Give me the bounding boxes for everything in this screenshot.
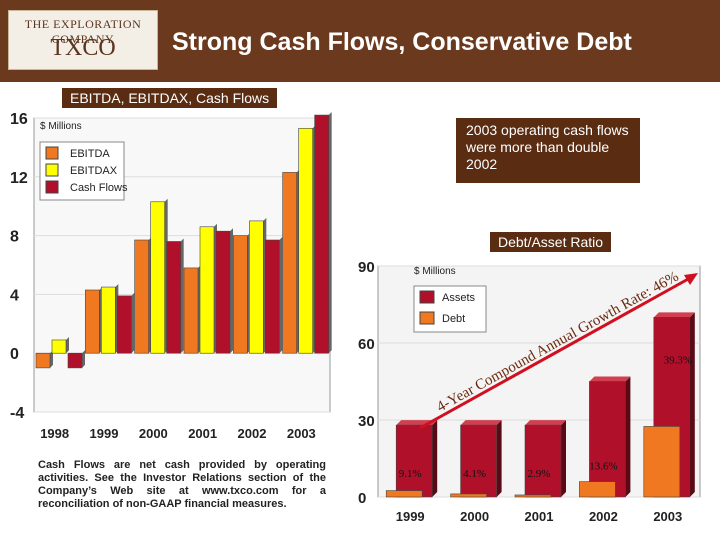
- bar-debt: [450, 493, 487, 498]
- bar-cash-flows: [215, 230, 231, 354]
- bar-cash-flows: [314, 114, 329, 354]
- bar-cash-flows: [265, 239, 280, 354]
- bar-ebitda: [85, 289, 100, 354]
- ratio-label: 9.1%: [399, 468, 422, 480]
- bar-side: [50, 350, 53, 368]
- growth-arrowhead: [684, 273, 698, 285]
- legend-swatch: [45, 163, 59, 177]
- bar-top: [460, 420, 502, 426]
- legend-swatch: [45, 180, 59, 194]
- logo-mark: TXCO: [50, 35, 116, 61]
- unit-label: $ Millions: [414, 266, 456, 277]
- bar-top: [525, 420, 566, 426]
- bar-side: [180, 238, 184, 354]
- bar-debt: [643, 426, 681, 498]
- ratio-chart-label: Debt/Asset Ratio: [490, 232, 612, 252]
- y-tick-label: 90: [358, 259, 375, 276]
- bar-assets: [460, 424, 497, 498]
- x-tick-label: 2002: [589, 509, 618, 524]
- bar-side: [496, 420, 502, 497]
- bar-ebitda: [35, 352, 51, 369]
- bar-side: [131, 292, 135, 354]
- legend-swatch: [419, 311, 435, 325]
- callout-note: 2003 operating cash flows were more than…: [456, 118, 640, 183]
- bar-side: [230, 228, 233, 354]
- bar-ebitda: [233, 235, 248, 354]
- legend-label: EBITDA: [70, 148, 110, 160]
- bar-cash-flows: [166, 241, 181, 354]
- x-tick-label: 2003: [653, 509, 682, 524]
- bar-ebitdax: [199, 226, 215, 354]
- x-tick-label: 2003: [287, 426, 316, 441]
- ratio-label: 2.9%: [528, 468, 551, 480]
- bar-ebitdax: [101, 286, 116, 354]
- y-tick-label: 60: [358, 336, 375, 353]
- bar-top: [653, 312, 695, 318]
- bar-side: [66, 336, 69, 354]
- bar-ebitdax: [150, 201, 165, 354]
- legend-swatch: [45, 146, 59, 160]
- ratio-label: 39.3%: [664, 354, 692, 366]
- bar-side: [561, 420, 566, 497]
- x-tick-label: 2000: [460, 509, 489, 524]
- bar-ebitda: [183, 267, 199, 354]
- bar-ebitdax: [298, 127, 313, 354]
- y-tick-label: 4: [10, 287, 19, 304]
- bar-assets: [395, 424, 433, 498]
- bar-ebitdax: [249, 220, 264, 354]
- legend-label: Debt: [442, 313, 465, 325]
- header-bar: THE EXPLORATION COMPANY TXCO Strong Cash…: [0, 0, 720, 82]
- bar-side: [689, 312, 695, 497]
- bar-ebitda: [282, 172, 297, 354]
- bar-side: [328, 112, 332, 354]
- unit-label: $ Millions: [40, 121, 82, 132]
- bar-assets: [589, 381, 626, 498]
- legend-swatch: [419, 290, 435, 304]
- x-tick-label: 2001: [188, 426, 217, 441]
- company-logo: THE EXPLORATION COMPANY TXCO: [8, 10, 158, 70]
- bar-side: [432, 420, 438, 497]
- x-tick-label: 2001: [525, 509, 554, 524]
- growth-arrow: [419, 276, 691, 430]
- y-tick-label: 0: [10, 346, 19, 363]
- y-tick-label: 12: [10, 170, 28, 187]
- bar-side: [82, 350, 85, 368]
- y-tick-label: 0: [358, 490, 366, 507]
- legend-label: Cash Flows: [70, 182, 128, 194]
- legend-label: EBITDAX: [70, 165, 118, 177]
- bar-ebitdax: [51, 339, 67, 354]
- y-tick-label: 30: [358, 413, 375, 430]
- x-tick-label: 1999: [396, 509, 425, 524]
- bar-side: [279, 237, 283, 354]
- bar-top: [589, 376, 631, 382]
- y-tick-label: 16: [10, 111, 28, 128]
- ratio-label: 13.6%: [589, 461, 617, 473]
- bar-debt: [579, 481, 616, 498]
- bar-debt: [514, 494, 552, 498]
- x-tick-label: 2002: [238, 426, 267, 441]
- y-tick-label: 8: [10, 229, 19, 246]
- bar-side: [625, 376, 631, 497]
- bar-debt: [385, 490, 423, 498]
- x-tick-label: 1998: [40, 426, 69, 441]
- bar-cash-flows: [67, 352, 83, 369]
- y-tick-label: -4: [10, 405, 24, 422]
- x-tick-label: 1999: [90, 426, 119, 441]
- page-title: Strong Cash Flows, Conservative Debt: [172, 28, 632, 56]
- bar-assets: [524, 424, 562, 498]
- bar-cash-flows: [117, 295, 132, 354]
- legend-label: Assets: [442, 292, 476, 304]
- footnote: Cash Flows are net cash provided by oper…: [38, 459, 326, 510]
- ratio-label: 4.1%: [463, 468, 486, 480]
- section-label: EBITDA, EBITDAX, Cash Flows: [62, 88, 278, 108]
- logo-text: THE EXPLORATION COMPANY: [24, 17, 142, 46]
- bar-ebitda: [134, 239, 149, 354]
- x-tick-label: 2000: [139, 426, 168, 441]
